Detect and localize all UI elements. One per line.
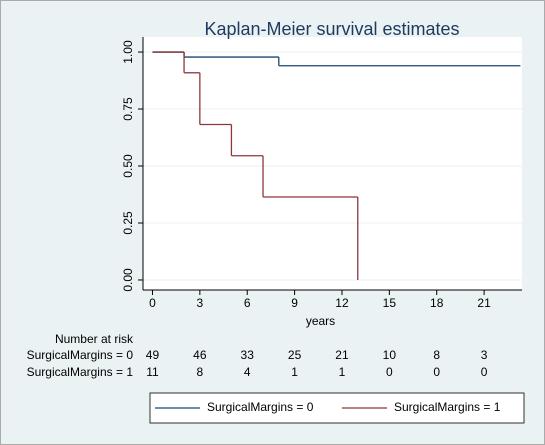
risk-row-name: SurgicalMargins = 1	[27, 365, 134, 379]
risk-value: 0	[481, 365, 488, 379]
x-tick-label: 12	[335, 296, 349, 310]
x-tick-label: 3	[197, 296, 204, 310]
plot-area	[143, 37, 522, 290]
x-tick-label: 18	[430, 296, 444, 310]
risk-value: 11	[146, 365, 159, 379]
risk-value: 33	[241, 348, 255, 362]
y-tick-label: 0.50	[121, 154, 135, 178]
y-tick-label: 0.75	[121, 97, 135, 121]
risk-value: 0	[433, 365, 440, 379]
y-tick-label: 1.00	[121, 40, 135, 64]
chart-title: Kaplan-Meier survival estimates	[204, 19, 459, 39]
risk-value: 25	[288, 348, 302, 362]
risk-value: 0	[386, 365, 393, 379]
y-tick-label: 0.25	[121, 211, 135, 235]
risk-value: 1	[291, 365, 298, 379]
legend-label: SurgicalMargins = 0	[207, 400, 314, 414]
legend	[149, 392, 525, 424]
risk-value: 1	[339, 365, 346, 379]
x-tick-label: 9	[291, 296, 298, 310]
x-tick-label: 15	[383, 296, 397, 310]
risk-row-name: SurgicalMargins = 0	[27, 348, 134, 362]
x-axis-label: years	[306, 314, 335, 328]
risk-value: 49	[146, 348, 160, 362]
legend-label: SurgicalMargins = 1	[394, 400, 501, 414]
risk-value: 46	[193, 348, 207, 362]
risk-value: 8	[433, 348, 440, 362]
x-tick-label: 6	[244, 296, 251, 310]
risk-value: 3	[481, 348, 488, 362]
risk-value: 4	[244, 365, 251, 379]
x-tick-label: 21	[477, 296, 491, 310]
risk-value: 21	[335, 348, 349, 362]
risk-value: 10	[383, 348, 397, 362]
risk-table-title: Number at risk	[55, 332, 134, 346]
x-tick-label: 0	[149, 296, 156, 310]
y-tick-label: 0.00	[121, 268, 135, 292]
risk-value: 8	[197, 365, 204, 379]
